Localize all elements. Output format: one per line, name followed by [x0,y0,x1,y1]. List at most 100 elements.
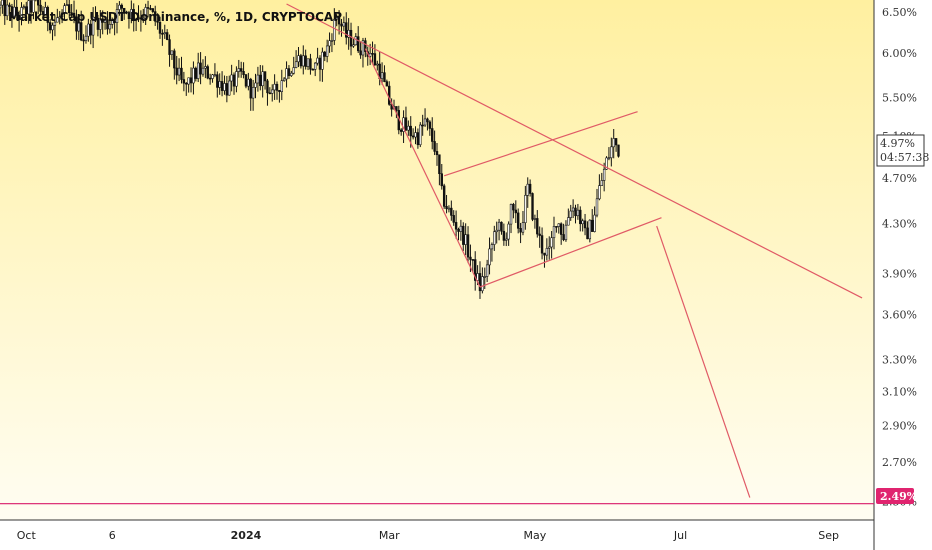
trendline-wedge-upper[interactable] [443,111,638,177]
candle-body [51,24,54,31]
candle-body [519,228,522,233]
candle-body [562,234,565,241]
candle-body [356,36,360,52]
candle-body [550,237,553,248]
candle-body [87,23,90,37]
candle-body [111,20,114,25]
candle-body [414,132,417,138]
candle-body [175,67,178,76]
candle-body [251,87,255,99]
time-axis-tick-label: 2024 [231,529,262,542]
candle-body [46,7,49,23]
candle-body [311,68,315,71]
candle-body [483,276,486,278]
candle-body [194,67,198,79]
candle-body [58,16,61,19]
candle-body [189,77,193,84]
candle-body [37,0,40,6]
candle-body [493,231,496,245]
candle-body [263,71,267,82]
time-axis-labels: Oct 6 2024 Mar May Jul Sep [17,529,839,542]
candle-body [438,154,441,175]
trendline-wedge-lower[interactable] [479,217,662,288]
candle-body [512,203,515,211]
candle-body [108,24,112,30]
trendline-projection[interactable] [656,225,751,498]
candle-body [72,12,76,18]
candle-body [600,180,603,186]
time-axis-tick-label: May [524,529,547,542]
candle-body [509,203,513,225]
candle-body [306,58,310,67]
candle-body [268,92,272,95]
candle-body [564,224,568,241]
candle-body [94,16,97,19]
candle-body [318,57,322,70]
candle-body [536,218,539,235]
candle-body [380,72,384,80]
candle-body [287,68,291,76]
candle-body [485,264,489,277]
candle-body [173,50,176,69]
candle-body [602,168,606,181]
candle-body [583,220,587,229]
candle-body [99,18,102,30]
candle-body [419,124,422,146]
candle-body [342,22,346,27]
price-axis-tick-label: 6.00% [882,47,917,60]
candle-body [177,67,181,76]
candle-body [345,22,348,38]
candle-body [538,233,541,236]
candle-body [428,121,432,129]
candle-body [3,0,6,17]
candle-body [354,36,358,46]
candle-body [84,35,88,41]
candle-body [555,226,558,228]
candle-body [337,15,341,25]
candle-body [481,276,484,292]
candle-body [101,18,104,23]
candle-body [514,209,518,214]
candle-body [548,246,551,249]
candle-body [201,67,205,75]
candle-body [478,273,482,292]
candle-body [588,219,592,240]
candle-countdown: 04:57:38 [880,151,929,164]
candles-layer [0,0,620,299]
candle-body [134,18,138,21]
candle-body [383,72,386,82]
candle-body [13,6,16,18]
trendline-descending-resistance[interactable] [286,3,863,299]
candle-body [75,16,78,32]
candle-body [545,248,549,256]
candle-body [292,67,295,74]
candle-body [242,71,245,75]
candle-body [459,225,463,232]
candle-body [130,9,133,19]
candle-body [91,16,95,36]
candle-body [261,71,264,87]
price-axis-tick-label: 3.60% [882,309,917,322]
candle-body [103,19,107,23]
candle-body [275,83,279,91]
candle-body [228,80,231,96]
candle-body [605,157,608,170]
trendline-drop-leg[interactable] [364,48,481,288]
candle-body [146,7,150,9]
candle-body [220,81,224,91]
candle-body [225,83,229,96]
candle-body [574,207,577,217]
candle-body [445,206,448,210]
candle-body [607,157,611,160]
price-axis-tick-label: 4.70% [882,172,917,185]
candle-body [407,125,410,131]
price-axis-tick-label: 3.90% [882,268,917,281]
candle-body [151,8,155,12]
time-axis-tick-label: 6 [109,529,116,542]
candle-body [495,229,498,233]
candle-body [239,68,243,72]
plot-background [0,0,874,520]
candle-body [187,77,190,85]
